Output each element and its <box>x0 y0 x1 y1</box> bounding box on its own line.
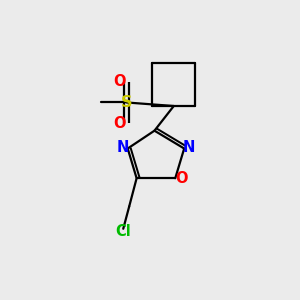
Text: N: N <box>117 140 129 154</box>
Text: O: O <box>176 171 188 186</box>
Text: N: N <box>182 140 195 154</box>
Text: O: O <box>113 116 126 131</box>
Text: Cl: Cl <box>116 224 131 239</box>
Text: S: S <box>121 95 132 110</box>
Text: O: O <box>113 74 126 89</box>
